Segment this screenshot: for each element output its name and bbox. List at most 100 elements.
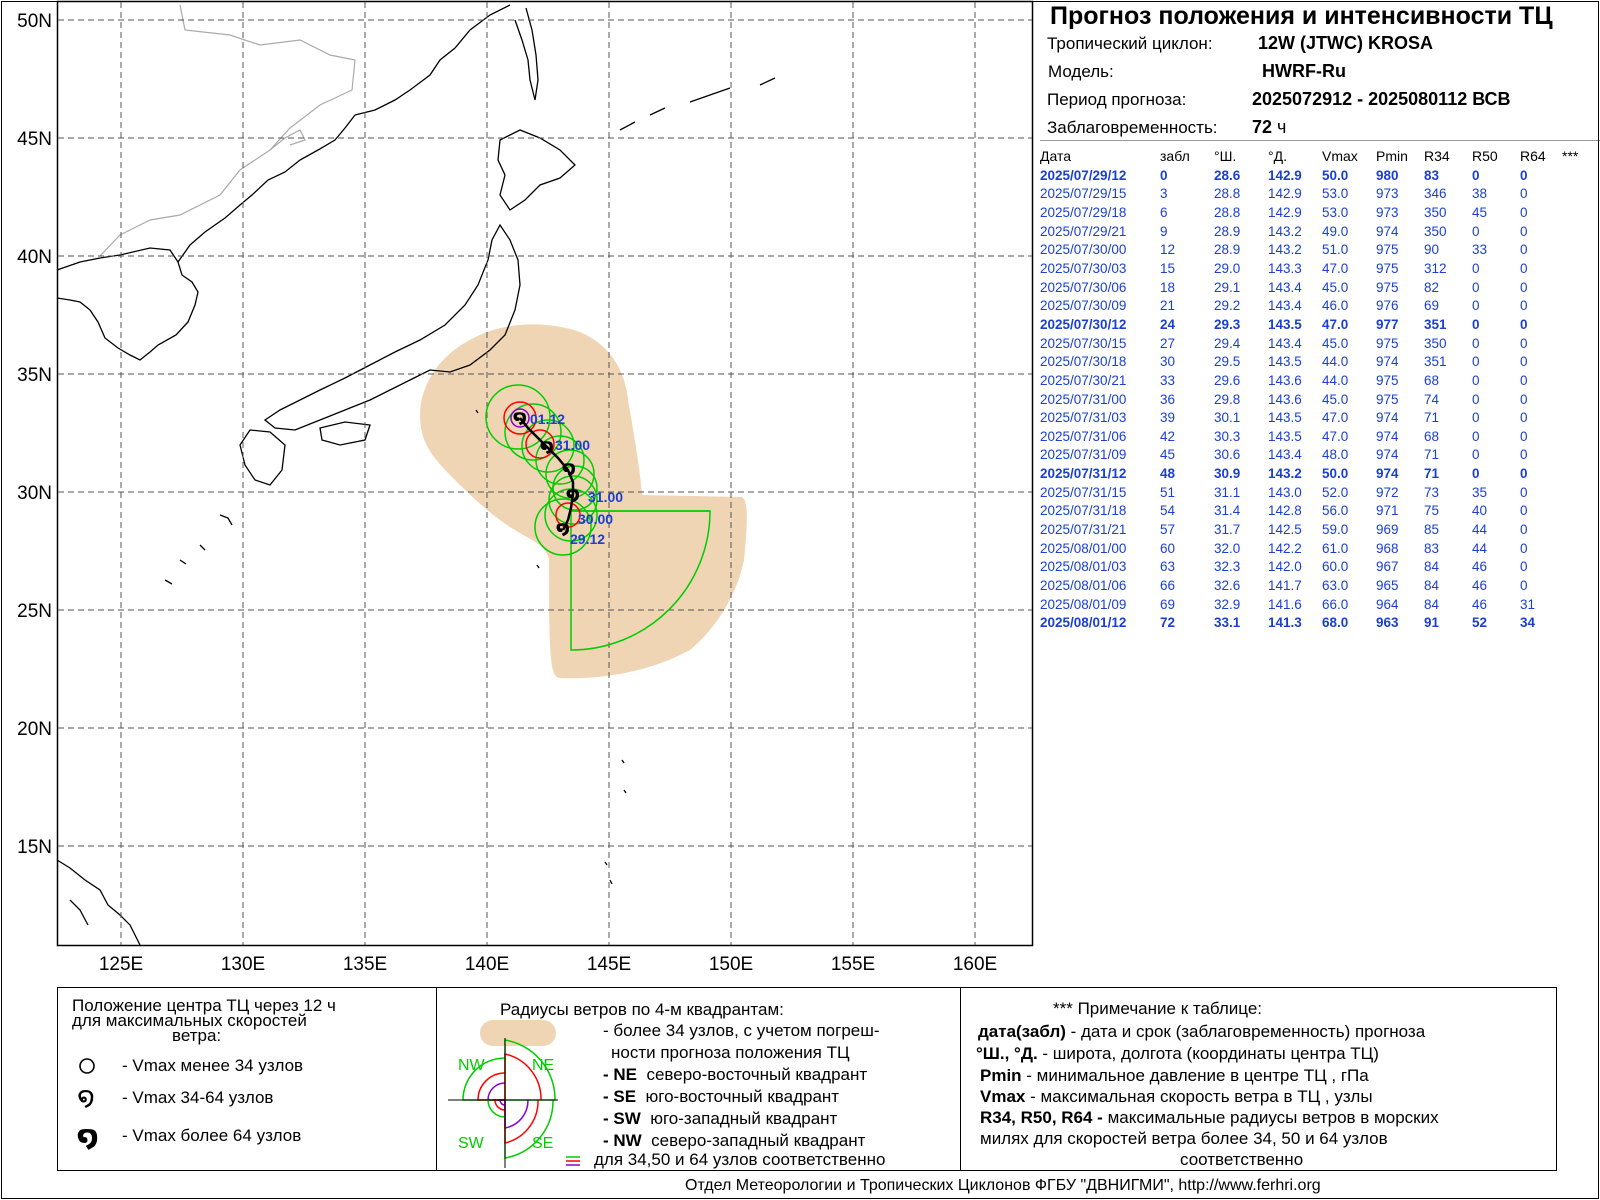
table-cell: 2025/07/30/12 — [1040, 316, 1127, 332]
table-cell: 142.9 — [1268, 167, 1302, 183]
legend-q-sw: SW — [458, 1135, 485, 1152]
table-cell: 15 — [1160, 261, 1176, 277]
legend-note-vmax: Vmax - максимальная скорость ветра в ТЦ … — [980, 1087, 1373, 1106]
country-borders — [99, 4, 356, 257]
table-cell: 2025/07/29/12 — [1040, 167, 1127, 183]
table-cell: 29.4 — [1214, 335, 1241, 351]
table-cell: 50.0 — [1322, 167, 1349, 183]
table-cell: 28.6 — [1214, 167, 1241, 183]
table-cell: 0 — [1520, 559, 1528, 575]
table-cell: 0 — [1520, 372, 1528, 388]
lon-tick-label: 145E — [587, 954, 631, 975]
track-time-label: 29.12 — [570, 531, 605, 547]
table-cell: 44 — [1472, 540, 1488, 556]
table-cell: 45 — [1472, 205, 1488, 221]
table-cell: 0 — [1160, 167, 1168, 183]
lat-tick-label: 20N — [17, 719, 52, 740]
table-cell: 85 — [1424, 521, 1440, 537]
table-cell: 3 — [1160, 186, 1168, 202]
table-cell: 2025/07/30/06 — [1040, 279, 1127, 295]
table-cell: 56.0 — [1322, 503, 1349, 519]
lead-value: 72 ч — [1252, 117, 1287, 137]
table-cell: 977 — [1376, 316, 1399, 332]
legend-note-radii-3: соответственно — [1180, 1150, 1304, 1169]
table-column-header: R64 — [1520, 147, 1546, 164]
table-cell: 2025/07/31/06 — [1040, 428, 1127, 444]
legend-left-title: Положение центра ТЦ через 12 ч для макси… — [72, 996, 336, 1045]
table-cell: 30 — [1160, 354, 1176, 370]
table-row: 2025/07/31/21 57 31.7 142.5 59.0 969 85 44 0 — [1040, 520, 1592, 539]
table-cell: 0 — [1472, 428, 1480, 444]
table-cell: 0 — [1520, 354, 1528, 370]
table-cell: 2025/07/30/00 — [1040, 242, 1127, 258]
table-cell: 973 — [1376, 186, 1399, 202]
table-cell: 91 — [1424, 615, 1440, 631]
table-cell: 142.5 — [1268, 521, 1302, 537]
table-cell: 33 — [1160, 372, 1176, 388]
table-cell: 49.0 — [1322, 223, 1349, 239]
table-row: 2025/07/30/06 18 29.1 143.4 45.0 975 82 0 0 — [1040, 278, 1592, 297]
period-value: 2025072912 - 2025080112 ВСВ — [1252, 89, 1511, 109]
table-cell: 30.3 — [1214, 428, 1241, 444]
table-cell: 66 — [1160, 577, 1176, 593]
table-cell: 2025/07/29/21 — [1040, 223, 1127, 239]
lat-labels: 50N 45N 40N 35N 30N 25N 20N 15N — [17, 11, 52, 858]
table-cell: 54 — [1160, 503, 1176, 519]
table-cell: 974 — [1376, 447, 1399, 463]
table-row: 2025/08/01/09 69 32.9 141.6 66.0 964 84 46 31 — [1040, 595, 1592, 614]
track-time-label: 01.12 — [530, 411, 565, 427]
table-column-header: °Ш. — [1214, 147, 1237, 164]
legend-mid-last: для 34,50 и 64 узлов соответственно — [594, 1150, 886, 1169]
table-cell: 63.0 — [1322, 577, 1349, 593]
table-cell: 9 — [1160, 223, 1168, 239]
table-cell: 351 — [1424, 316, 1447, 332]
lon-tick-label: 150E — [709, 954, 753, 975]
lat-tick-label: 40N — [17, 247, 52, 268]
table-cell: 6 — [1160, 205, 1168, 221]
table-cell: 973 — [1376, 205, 1399, 221]
table-cell: 12 — [1160, 242, 1176, 258]
table-cell: 351 — [1424, 354, 1447, 370]
table-cell: 143.5 — [1268, 428, 1302, 444]
table-cell: 143.2 — [1268, 242, 1302, 258]
table-cell: 31.4 — [1214, 503, 1241, 519]
table-row: 2025/07/31/00 36 29.8 143.6 45.0 975 74 0 0 — [1040, 390, 1592, 409]
table-cell: 52.0 — [1322, 484, 1349, 500]
table-cell: 84 — [1424, 596, 1440, 612]
legend-note-coords: °Ш., °Д. - широта, долгота (координаты ц… — [976, 1044, 1379, 1063]
table-cell: 28.9 — [1214, 242, 1241, 258]
table-cell: 31.1 — [1214, 484, 1241, 500]
table-row: 2025/08/01/00 60 32.0 142.2 61.0 968 83 44 0 — [1040, 539, 1592, 558]
table-cell: 29.3 — [1214, 316, 1241, 332]
table-cell: 2025/08/01/00 — [1040, 540, 1127, 556]
table-cell: 2025/07/31/18 — [1040, 503, 1127, 519]
svg-text:໑: ໑ — [562, 458, 576, 479]
table-cell: 61.0 — [1322, 540, 1349, 556]
table-row: 2025/07/31/09 45 30.6 143.4 48.0 974 71 0 0 — [1040, 446, 1592, 465]
table-cell: 346 — [1424, 186, 1447, 202]
table-column-header: R50 — [1472, 147, 1498, 164]
svg-text:໑: ໑ — [540, 436, 554, 457]
legend-right-title: *** Примечание к таблице: — [1053, 999, 1263, 1018]
table-cell: 51 — [1160, 484, 1176, 500]
legend-quadrant-diagram: NW NE SW SE — [448, 1020, 580, 1168]
table-cell: 32.6 — [1214, 577, 1241, 593]
track-time-label: 31.00 — [555, 437, 590, 453]
table-cell: 974 — [1376, 410, 1399, 426]
table-cell: 68 — [1424, 428, 1440, 444]
table-cell: 34 — [1520, 615, 1536, 631]
table-cell: 0 — [1472, 261, 1480, 277]
table-cell: 47.0 — [1322, 428, 1349, 444]
legend-note-pmin: Pmin - минимальное давление в центре ТЦ … — [980, 1066, 1369, 1085]
table-cell: 143.3 — [1268, 261, 1302, 277]
legend-q-nw: NW — [458, 1057, 486, 1074]
table-cell: 312 — [1424, 261, 1447, 277]
table-cell: 0 — [1520, 298, 1528, 314]
table-cell: 142.2 — [1268, 540, 1302, 556]
lon-tick-label: 135E — [343, 954, 387, 975]
weak-center-icon — [79, 1058, 95, 1074]
table-row: 2025/07/31/18 54 31.4 142.8 56.0 971 75 40 0 — [1040, 502, 1592, 521]
model-label: Модель: — [1048, 62, 1114, 81]
table-cell: 0 — [1520, 279, 1528, 295]
